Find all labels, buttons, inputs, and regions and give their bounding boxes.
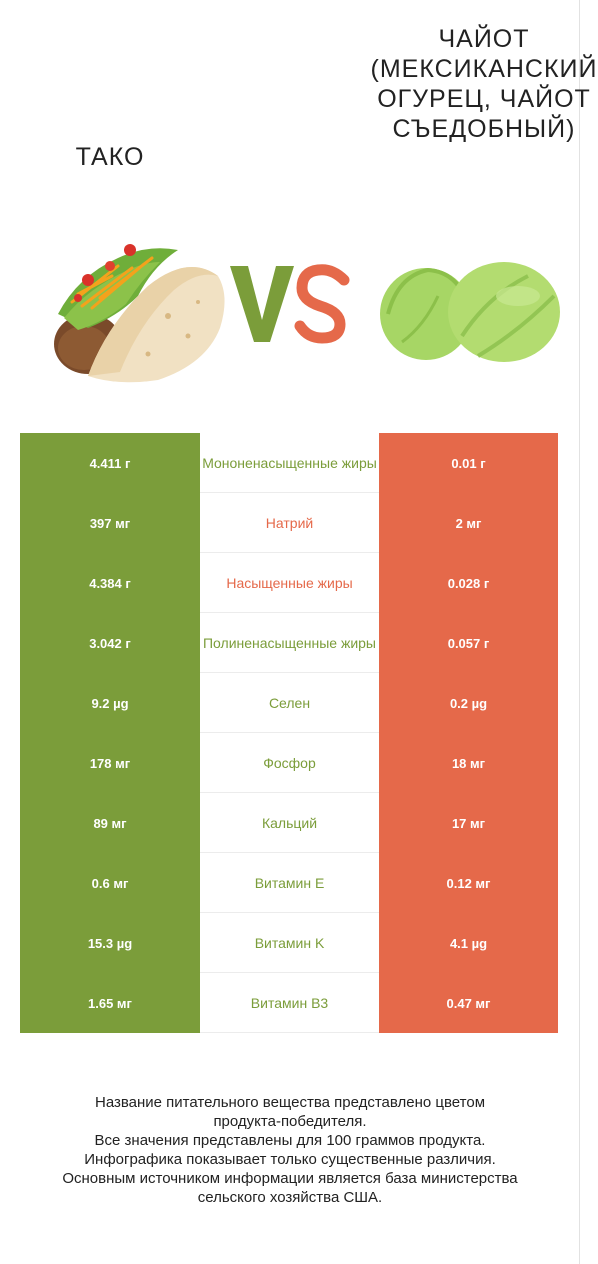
table-row: 89 мг Кальций 17 мг	[20, 793, 558, 853]
nutrient-name: Мононенасыщенные жиры	[202, 454, 377, 471]
footer-line: продукта-победителя.	[213, 1113, 367, 1130]
nutrient-name-cell: Витамин E	[200, 853, 379, 913]
nutrient-name-cell: Витамин B3	[200, 973, 379, 1033]
left-food-title: Тако	[75, 143, 145, 171]
left-value-cell: 9.2 µg	[20, 673, 200, 733]
footer-line: Название питательного вещества представл…	[94, 1094, 486, 1111]
nutrient-name: Кальций	[261, 814, 318, 831]
table-row: 1.65 мг Витамин B3 0.47 мг	[20, 973, 558, 1033]
footer-line: Основным источником информации является …	[62, 1170, 518, 1187]
left-value-cell: 3.042 г	[20, 613, 200, 673]
taco-image	[54, 244, 225, 383]
left-value-cell: 89 мг	[20, 793, 200, 853]
nutrient-name: Фосфор	[263, 754, 316, 771]
right-value-cell: 0.01 г	[379, 433, 558, 493]
nutrient-name-cell: Мононенасыщенные жиры	[200, 433, 379, 493]
table-row: 9.2 µg Селен 0.2 µg	[20, 673, 558, 733]
left-value-cell: 4.411 г	[20, 433, 200, 493]
right-value-cell: 4.1 µg	[379, 913, 558, 973]
right-value-cell: 0.2 µg	[379, 673, 558, 733]
left-value-cell: 1.65 мг	[20, 973, 200, 1033]
right-value-cell: 18 мг	[379, 733, 558, 793]
nutrient-name-cell: Насыщенные жиры	[200, 553, 379, 613]
left-value-cell: 0.6 мг	[20, 853, 200, 913]
right-value-cell: 0.47 мг	[379, 973, 558, 1033]
nutrient-name-cell: Полиненасыщенные жиры	[200, 613, 379, 673]
nutrient-name-cell: Натрий	[200, 493, 379, 553]
footer-line: сельского хозяйства США.	[197, 1189, 383, 1206]
footer-line: Инфографика показывает только существенн…	[84, 1151, 496, 1168]
left-value-cell: 15.3 µg	[20, 913, 200, 973]
nutrient-name-cell: Кальций	[200, 793, 379, 853]
nutrient-name-cell: Фосфор	[200, 733, 379, 793]
left-value-cell: 4.384 г	[20, 553, 200, 613]
footer-line: Все значения представлены для 100 граммо…	[94, 1132, 486, 1149]
table-row: 15.3 µg Витамин K 4.1 µg	[20, 913, 558, 973]
nutrient-name-cell: Селен	[200, 673, 379, 733]
nutrient-comparison-table: 4.411 г Мононенасыщенные жиры 0.01 г 397 мг…	[20, 433, 558, 1033]
nutrient-name: Насыщенные жиры	[226, 574, 353, 591]
table-row: 4.411 г Мононенасыщенные жиры 0.01 г	[20, 433, 558, 493]
right-edge-divider	[579, 0, 580, 1264]
nutrient-name: Витамин E	[254, 874, 325, 891]
nutrient-name: Витамин K	[254, 934, 325, 951]
nutrient-name: Полиненасыщенные жиры	[202, 634, 376, 651]
right-value-cell: 2 мг	[379, 493, 558, 553]
right-value-cell: 0.12 мг	[379, 853, 558, 913]
right-food-title: Чайот (Мексиканский огурец, чайот съедоб…	[370, 25, 598, 143]
table-row: 397 мг Натрий 2 мг	[20, 493, 558, 553]
table-row: 4.384 г Насыщенные жиры 0.028 г	[20, 553, 558, 613]
footer-notes: Название питательного вещества представл…	[20, 1093, 560, 1207]
nutrient-name: Натрий	[265, 514, 314, 531]
table-row: 3.042 г Полиненасыщенные жиры 0.057 г	[20, 613, 558, 673]
nutrient-name: Витамин B3	[250, 994, 329, 1011]
nutrient-name: Селен	[268, 694, 311, 711]
vs-logo	[230, 264, 350, 344]
table-row: 178 мг Фосфор 18 мг	[20, 733, 558, 793]
right-value-cell: 17 мг	[379, 793, 558, 853]
left-value-cell: 178 мг	[20, 733, 200, 793]
right-value-cell: 0.057 г	[379, 613, 558, 673]
left-value-cell: 397 мг	[20, 493, 200, 553]
chayote-image	[380, 262, 560, 362]
right-value-cell: 0.028 г	[379, 553, 558, 613]
table-row: 0.6 мг Витамин E 0.12 мг	[20, 853, 558, 913]
nutrient-name-cell: Витамин K	[200, 913, 379, 973]
